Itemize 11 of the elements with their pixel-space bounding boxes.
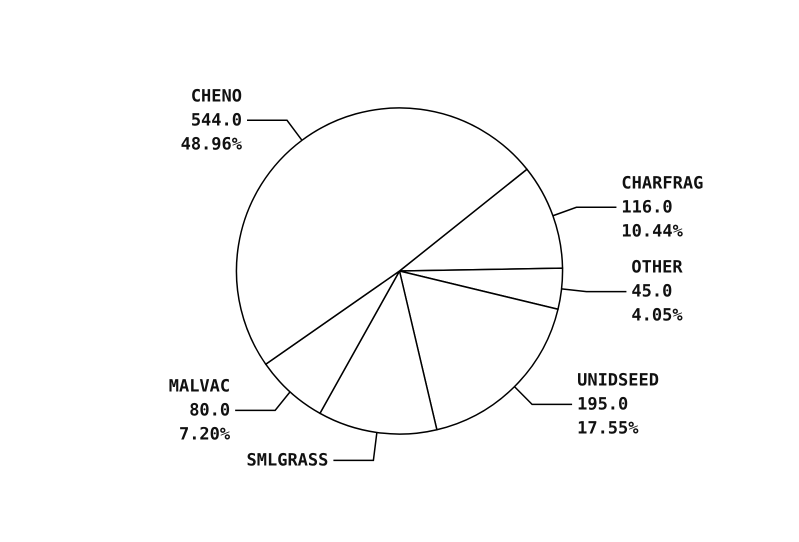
slice-label: SMLGRASS bbox=[246, 450, 328, 470]
slice-label: UNIDSEED bbox=[577, 370, 659, 390]
data-label: 195.0 17.55% bbox=[577, 394, 640, 438]
slice-label: CHENO bbox=[190, 86, 242, 106]
data-label: 544.0 48.96% bbox=[180, 110, 243, 154]
slice-label: OTHER bbox=[631, 258, 684, 278]
data-label: 80.0 7.20% bbox=[178, 400, 231, 444]
slice-label: CHARFRAG bbox=[621, 173, 704, 194]
data-label: 116.0 10.44% bbox=[621, 197, 684, 242]
data-label: 45.0 4.05% bbox=[631, 282, 684, 326]
slice-label: MALVAC bbox=[168, 376, 230, 396]
